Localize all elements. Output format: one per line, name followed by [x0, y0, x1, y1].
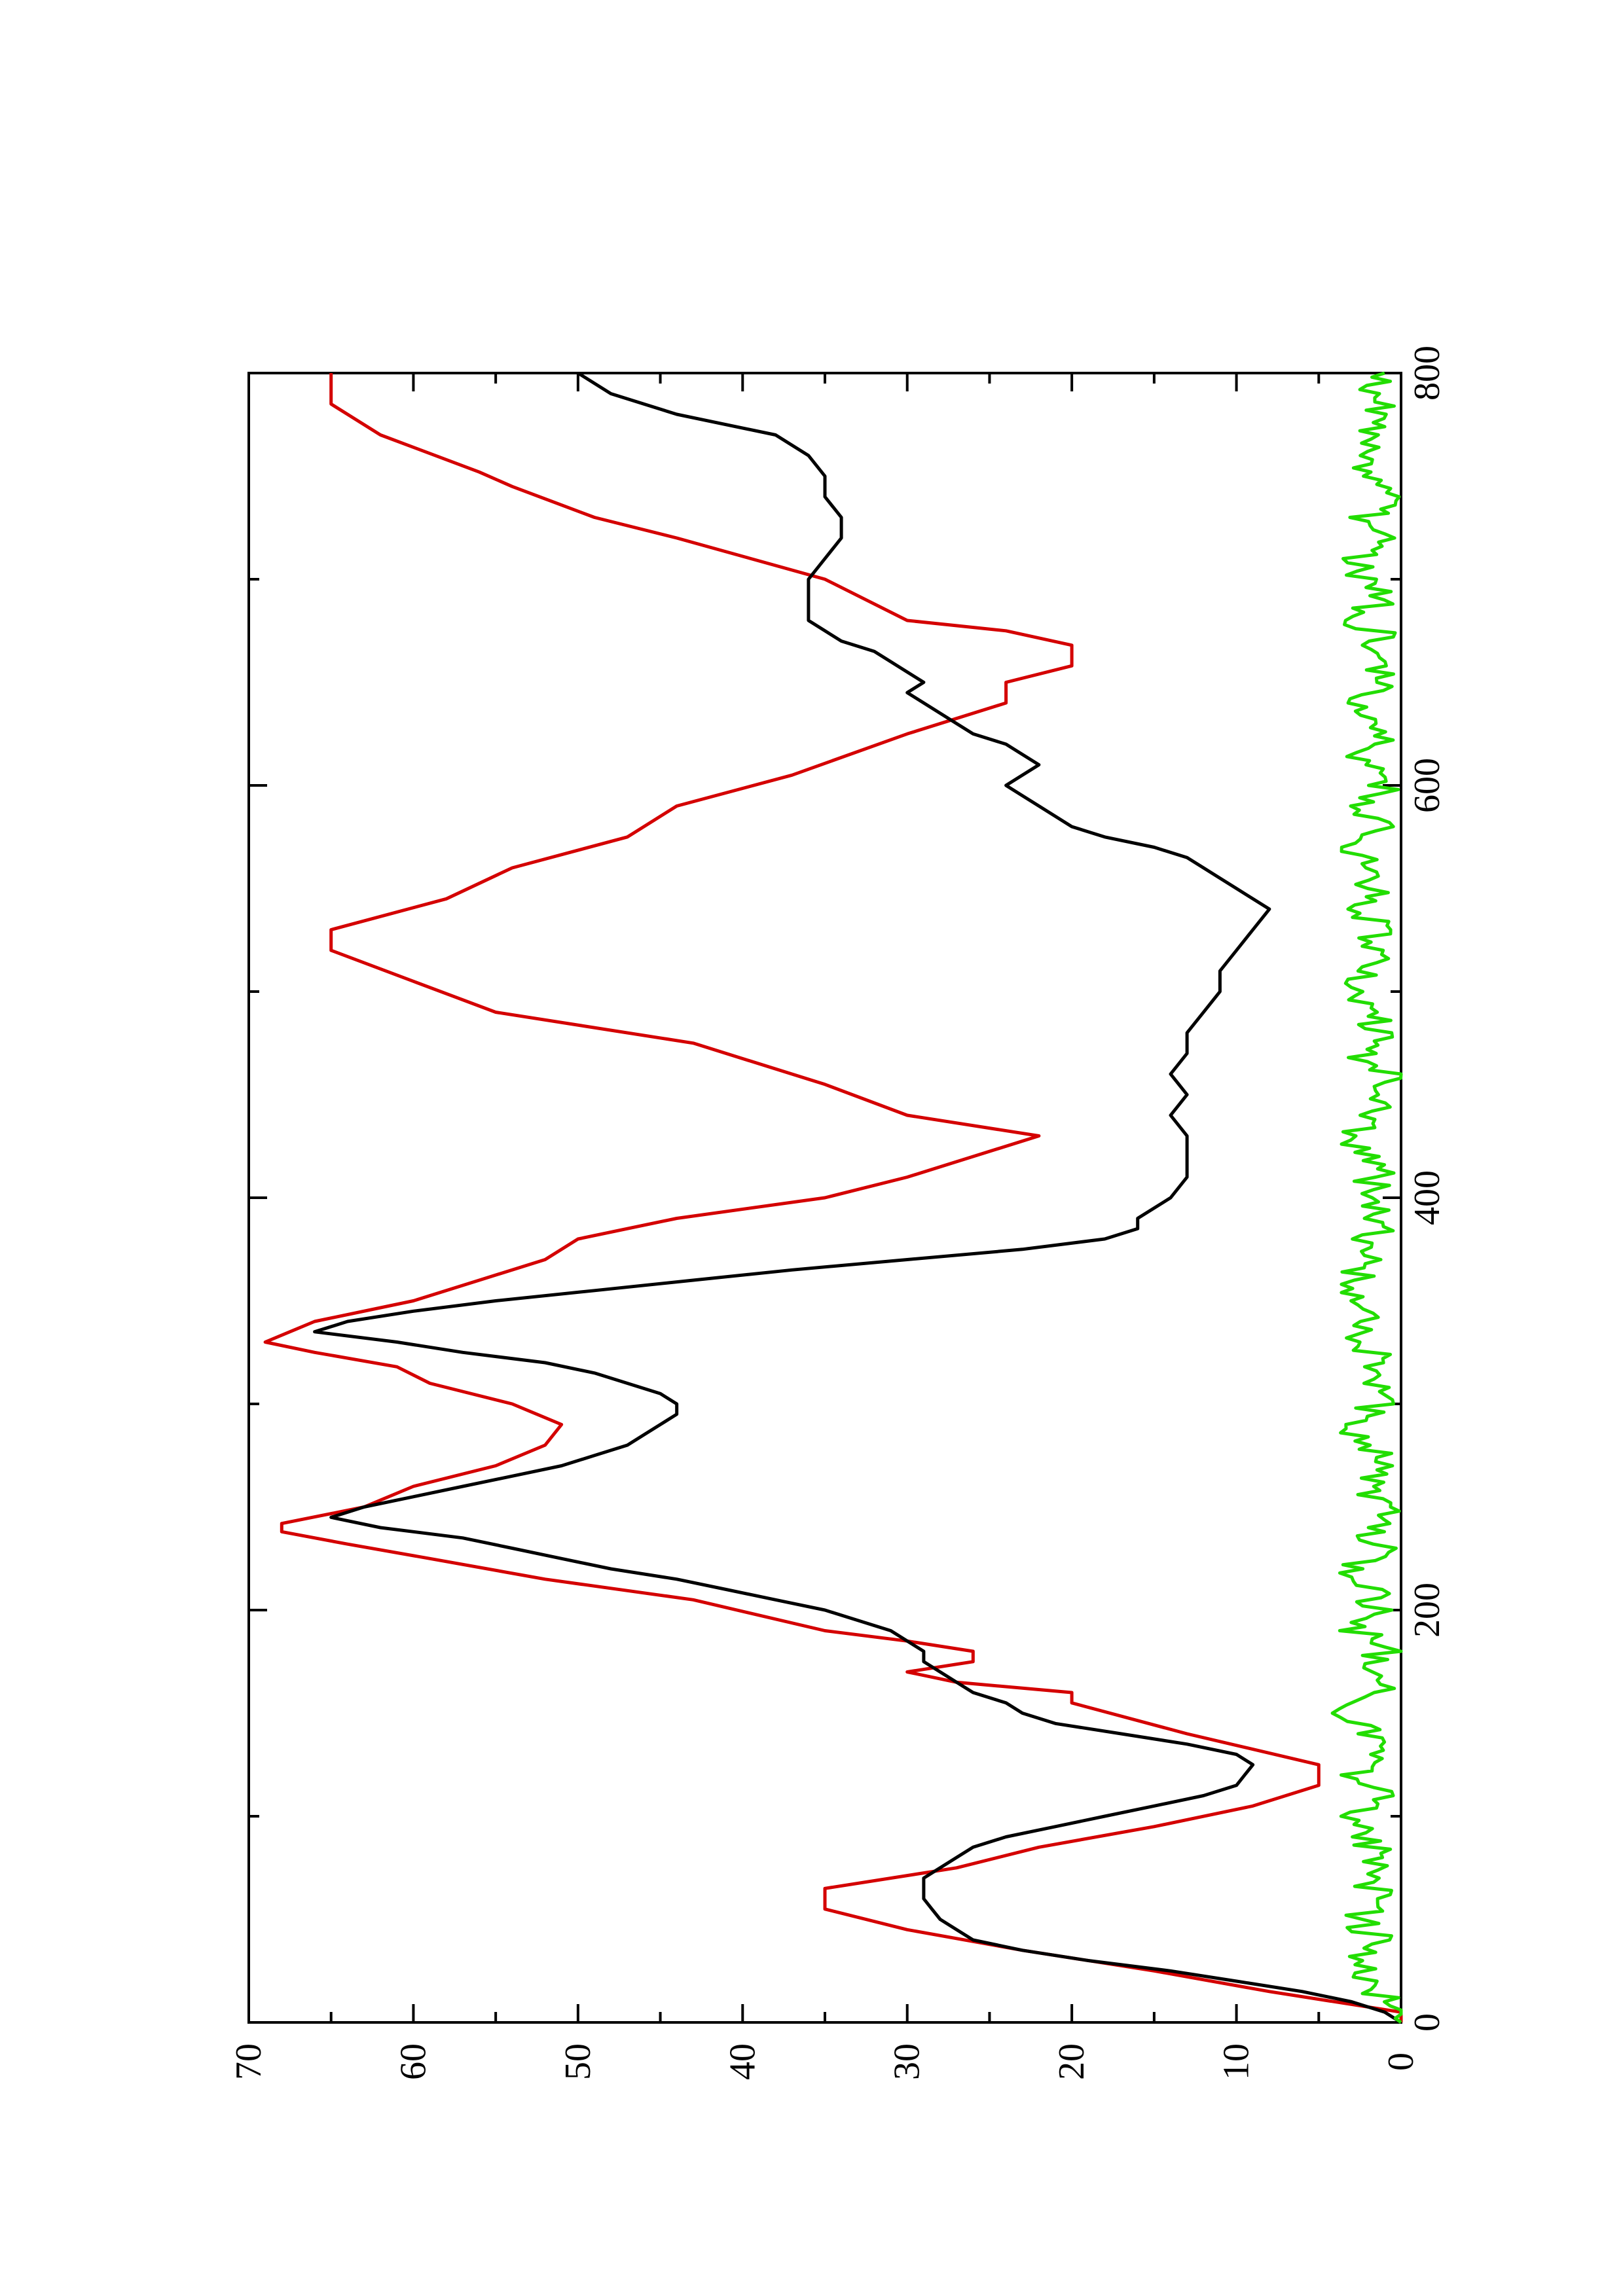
y-tick-label: 20: [1051, 2043, 1092, 2080]
x-tick-label: 200: [1407, 1583, 1448, 1638]
y-tick-label: 10: [1216, 2043, 1257, 2080]
axis-tick-labels: 0 200 400 600 800 0 10 20 30 40 50 60 70: [228, 346, 1448, 2080]
y-tick-label: 50: [558, 2043, 598, 2080]
x-tick-label: 400: [1407, 1170, 1448, 1225]
series-line-1: [263, 373, 1403, 2022]
y-tick-label: 70: [228, 2043, 269, 2080]
x-tick-label: 800: [1407, 346, 1448, 401]
x-tick-label: 0: [1407, 2013, 1448, 2032]
axis-ticks: [247, 372, 1402, 2024]
series-layer: [263, 371, 1403, 2024]
series-line-2: [313, 371, 1402, 2024]
y-tick-label: 40: [722, 2043, 763, 2080]
x-tick-label: 600: [1407, 758, 1448, 813]
series-line-3: [1330, 371, 1403, 2024]
y-tick-label: 60: [393, 2043, 433, 2080]
y-tick-label: 30: [887, 2043, 928, 2080]
y-tick-label: 0: [1381, 2053, 1421, 2071]
